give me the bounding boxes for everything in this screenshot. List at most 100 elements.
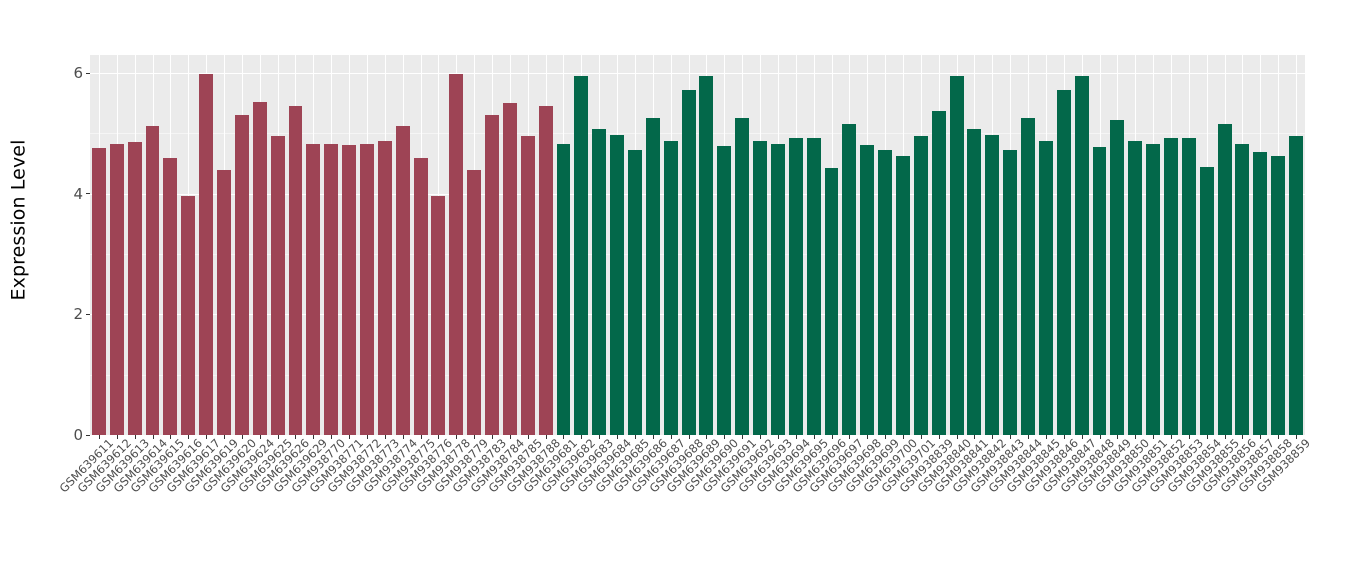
x-axis-tick-mark — [885, 435, 886, 439]
bar — [109, 143, 124, 435]
bar — [627, 150, 642, 435]
bar — [878, 150, 893, 435]
x-axis-tick-mark — [1296, 435, 1297, 439]
y-axis-title-label: Expression Level — [7, 139, 29, 301]
x-axis-tick-mark — [814, 435, 815, 439]
bar — [359, 144, 374, 435]
bar — [1217, 124, 1232, 435]
x-axis-tick-mark — [1010, 435, 1011, 439]
x-axis-tick-mark — [1064, 435, 1065, 439]
bar — [735, 118, 750, 435]
bar — [610, 134, 625, 435]
x-axis-tick-mark — [242, 435, 243, 439]
bar — [1128, 140, 1143, 435]
bar — [413, 157, 428, 435]
bar — [699, 76, 714, 435]
x-axis-tick-mark — [438, 435, 439, 439]
x-axis-tick-mark — [653, 435, 654, 439]
x-axis-tick-mark — [331, 435, 332, 439]
x-axis-tick-mark — [528, 435, 529, 439]
bar — [645, 118, 660, 435]
bar — [163, 157, 178, 435]
x-axis-tick-mark — [188, 435, 189, 439]
x-axis-tick-mark — [1028, 435, 1029, 439]
y-axis-tick-mark — [86, 434, 90, 436]
bar — [860, 145, 875, 435]
x-axis-tick-mark — [671, 435, 672, 439]
bar — [1164, 138, 1178, 435]
bar — [663, 141, 678, 435]
x-axis-tick-mark — [563, 435, 564, 439]
y-axis-tick: 4 — [73, 186, 90, 202]
y-axis: 0 2 4 6 — [36, 55, 90, 443]
y-axis-tick: 6 — [73, 65, 90, 81]
gridline-major — [90, 193, 1305, 195]
x-axis-tick-mark — [385, 435, 386, 439]
x-axis-tick-mark — [706, 435, 707, 439]
x-axis-tick-mark — [278, 435, 279, 439]
bar — [717, 146, 732, 435]
x-axis-tick-mark — [170, 435, 171, 439]
x-axis-tick-mark — [367, 435, 368, 439]
bar — [270, 136, 285, 435]
bar — [520, 136, 535, 435]
x-axis-tick-mark — [456, 435, 457, 439]
bar — [502, 103, 517, 435]
bar — [1271, 156, 1286, 435]
bar — [1074, 76, 1089, 435]
y-axis-title: Expression Level — [0, 0, 36, 440]
x-axis-tick-mark — [1171, 435, 1172, 439]
bar — [234, 115, 249, 435]
x-axis-tick-mark — [313, 435, 314, 439]
x-axis-tick-mark — [403, 435, 404, 439]
bar — [288, 105, 303, 435]
x-axis-tick-mark — [778, 435, 779, 439]
bar — [1199, 166, 1214, 435]
bar — [1146, 143, 1161, 435]
x-axis-tick-mark — [295, 435, 296, 439]
gridline-minor — [90, 374, 1305, 376]
bar — [342, 145, 357, 435]
bar — [681, 89, 696, 435]
x-axis-tick-mark — [760, 435, 761, 439]
bar — [1003, 150, 1018, 435]
bar — [395, 125, 410, 435]
bar — [788, 138, 803, 435]
x-axis-tick-mark — [1278, 435, 1279, 439]
bar — [199, 74, 214, 435]
bar — [842, 124, 857, 435]
bar — [1110, 119, 1125, 435]
x-axis: GSM639611 GSM639612 GSM639613 GSM639614 GSM6… — [57, 435, 1313, 580]
gridline-major — [90, 73, 1305, 75]
x-axis-tick-mark — [474, 435, 475, 439]
x-axis-tick-mark — [153, 435, 154, 439]
gridline-minor — [90, 254, 1305, 256]
x-axis-tick-mark — [957, 435, 958, 439]
y-axis-tick-label: 2 — [73, 305, 83, 324]
x-axis-tick-mark — [939, 435, 940, 439]
x-axis-tick-mark — [1225, 435, 1226, 439]
x-axis-tick-mark — [599, 435, 600, 439]
x-axis-tick-mark — [1242, 435, 1243, 439]
x-axis-tick-mark — [1117, 435, 1118, 439]
x-axis-tick-mark — [992, 435, 993, 439]
x-axis-tick-mark — [117, 435, 118, 439]
bar — [1289, 136, 1304, 435]
bar — [1235, 143, 1250, 435]
x-axis-tick-mark — [903, 435, 904, 439]
x-axis-tick-mark — [260, 435, 261, 439]
x-axis-tick-mark — [349, 435, 350, 439]
bar — [556, 143, 571, 435]
bar — [1253, 151, 1268, 435]
bar — [1181, 138, 1196, 435]
bar — [91, 147, 106, 435]
y-axis-tick-mark — [86, 313, 90, 315]
bar — [913, 136, 928, 435]
x-axis-tick-mark — [1260, 435, 1261, 439]
x-axis-tick-mark — [1046, 435, 1047, 439]
bar — [1092, 146, 1107, 435]
bar — [931, 111, 946, 435]
bar — [985, 135, 1000, 435]
bar — [896, 156, 910, 435]
